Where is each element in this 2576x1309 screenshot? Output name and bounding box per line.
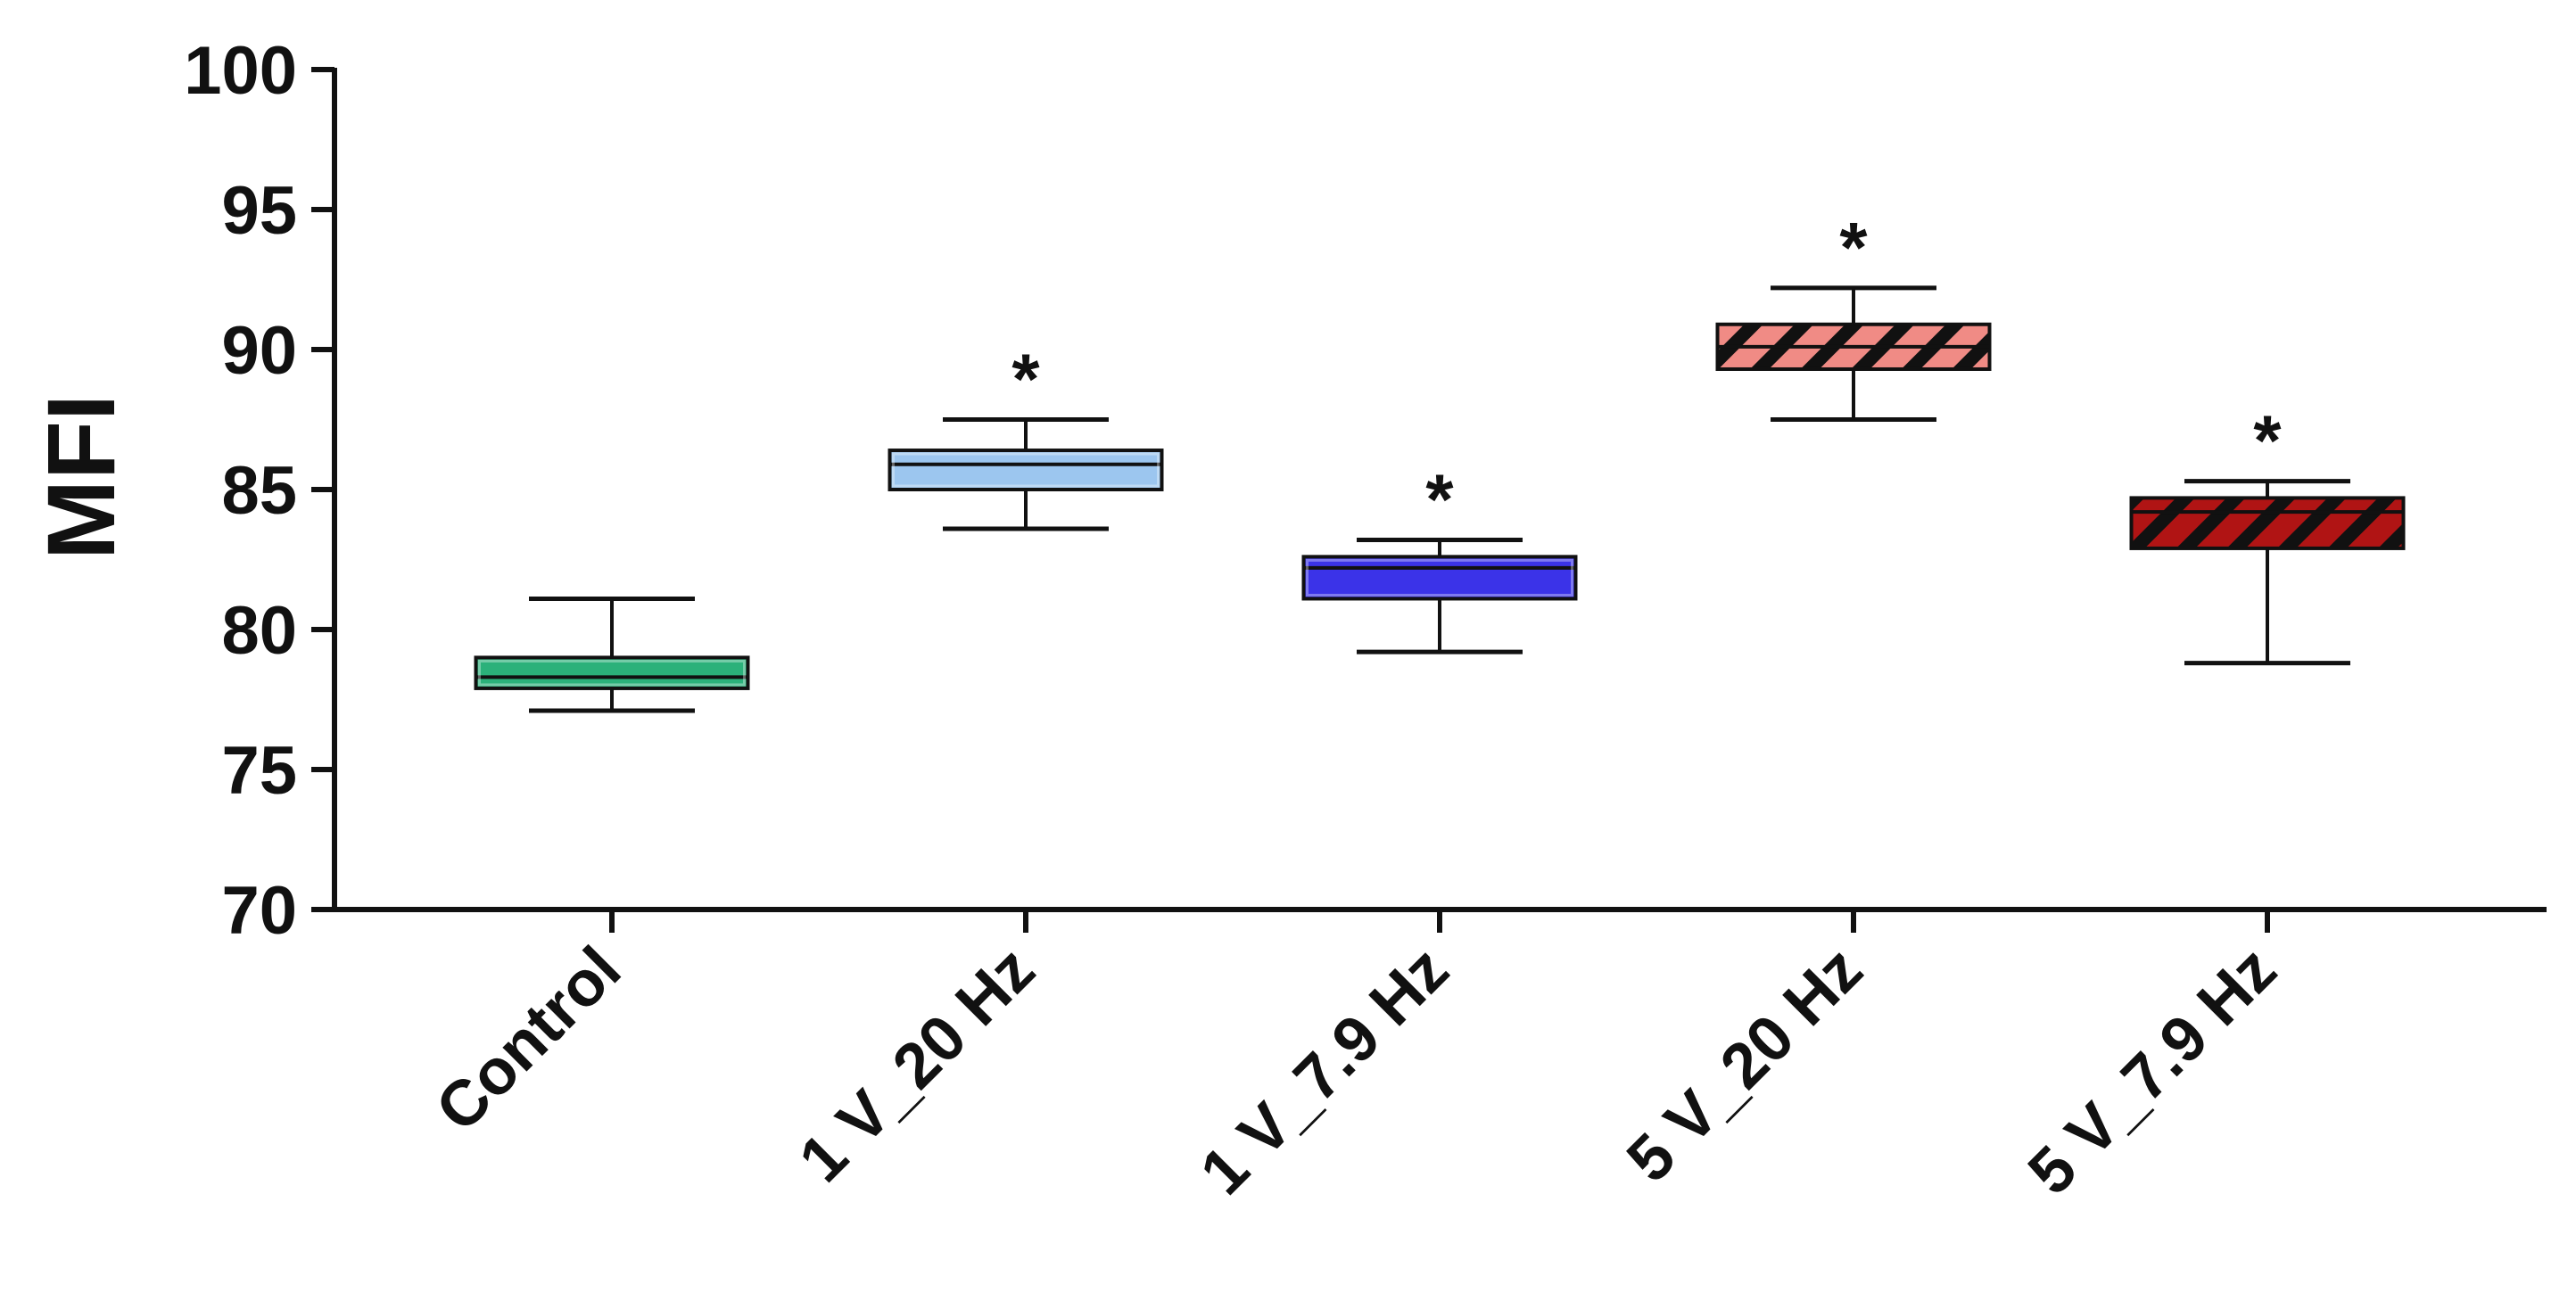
box-2: * [888,340,1164,531]
y-tick-label: 85 [221,453,297,529]
significance-marker: * [1011,340,1040,419]
significance-marker: * [1425,460,1454,539]
x-tick-label: 1 V_20 Hz [786,934,1048,1196]
x-tick-label: Control [423,934,635,1146]
y-tick-label: 95 [221,173,297,249]
x-axis: Control 1 V_20 Hz 1 V_7.9 Hz 5 V_20 Hz 5 V_7… [332,907,2547,1208]
box-5: * [2129,401,2406,666]
box-series: * * * * [474,208,2406,713]
iqr-box [888,449,1164,492]
y-axis: 70 75 80 85 90 95 100 [184,33,337,949]
significance-marker: * [1839,208,1868,287]
box-3: * [1301,460,1578,654]
x-tick-label: 5 V_7.9 Hz [2015,934,2290,1208]
y-tick-label: 80 [221,593,297,669]
box-1 [474,596,750,713]
y-axis-title: MFI [27,394,135,560]
y-tick-label: 70 [221,873,297,949]
iqr-box [474,655,750,690]
box-4: * [1715,208,1992,422]
iqr-box [1301,555,1578,601]
y-tick-label: 100 [184,33,297,109]
iqr-box [2129,496,2406,550]
significance-marker: * [2253,401,2282,481]
y-tick-label: 75 [221,733,297,809]
y-tick-label: 90 [221,313,297,389]
x-tick-label: 1 V_7.9 Hz [1187,934,1462,1208]
x-tick-label: 5 V_20 Hz [1614,934,1876,1196]
